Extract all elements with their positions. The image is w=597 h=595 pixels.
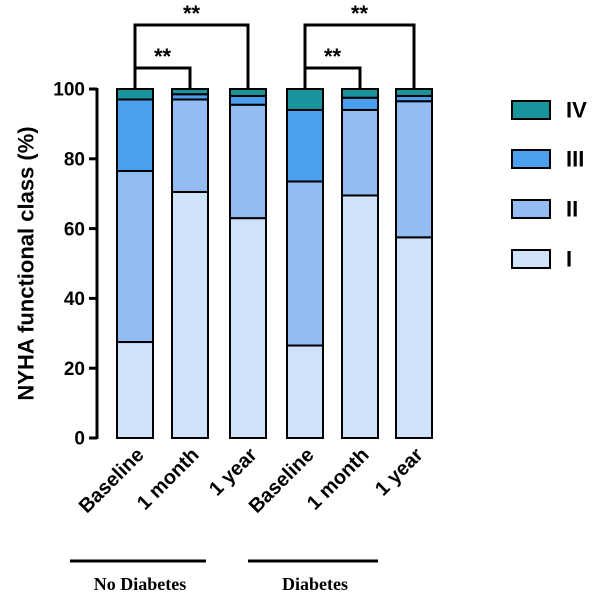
bar-segment-i — [116, 341, 154, 439]
legend-label: III — [566, 147, 584, 172]
bar-segment-iv — [171, 88, 209, 96]
group-labels: No Diabetes Diabetes — [70, 559, 378, 594]
bars — [116, 88, 433, 440]
bar-segment-i — [395, 236, 433, 439]
category-label: 1 year — [371, 444, 428, 501]
legend-swatch — [511, 149, 551, 169]
bar-segment-iv — [229, 88, 267, 97]
y-axis-title: NYHA functional class (%) — [14, 126, 39, 400]
significance-bracket — [133, 23, 250, 89]
bar-segment-ii — [286, 180, 324, 347]
group-label: Diabetes — [282, 574, 348, 594]
significance-bracket — [303, 66, 362, 89]
legend-swatch — [511, 199, 551, 219]
group-label: No Diabetes — [94, 574, 187, 594]
bar-segment-ii — [171, 98, 209, 193]
category-label: 1 month — [133, 444, 204, 515]
y-tick-label: 80 — [64, 149, 85, 170]
bar-segment-iii — [229, 94, 267, 106]
significance-label: ** — [154, 44, 172, 69]
legend-swatch — [511, 100, 551, 120]
y-tick-label: 0 — [74, 429, 85, 450]
y-tick-label: 60 — [64, 219, 85, 240]
bar-segment-ii — [395, 100, 433, 239]
bar-segment-i — [341, 194, 379, 439]
category-label: 1 year — [205, 444, 262, 501]
bar-segment-iv — [116, 88, 154, 101]
significance-bracket — [303, 23, 416, 89]
y-axis: 0 20 40 60 80 100 — [53, 80, 99, 450]
bar-segment-ii — [116, 170, 154, 344]
y-tick-label: 40 — [64, 289, 85, 310]
significance-label: ** — [183, 1, 201, 26]
y-tick-label: 20 — [64, 359, 85, 380]
bar-segment-iv — [395, 88, 433, 97]
legend-label: II — [566, 197, 578, 222]
y-tick-label: 100 — [53, 80, 85, 101]
legend-label: IV — [566, 98, 587, 123]
bar-segment-iii — [341, 96, 379, 111]
significance-bracket — [133, 66, 192, 89]
bar-segment-ii — [229, 103, 267, 220]
legend-swatch — [511, 249, 551, 269]
legend-label: I — [566, 247, 572, 272]
bar-segment-iii — [116, 98, 154, 173]
category-label: 1 month — [303, 444, 374, 515]
bar-segment-i — [171, 190, 209, 439]
bar-segment-iv — [341, 88, 379, 99]
category-label: Baseline — [75, 444, 149, 518]
bar-segment-iv — [286, 88, 324, 111]
significance-brackets: ** ** ** ** — [133, 1, 416, 89]
significance-label: ** — [351, 1, 369, 26]
significance-label: ** — [324, 44, 342, 69]
bar-segment-i — [229, 217, 267, 439]
bar-segment-ii — [341, 108, 379, 197]
bar-segment-iii — [286, 108, 324, 183]
bar-segment-i — [286, 344, 324, 440]
